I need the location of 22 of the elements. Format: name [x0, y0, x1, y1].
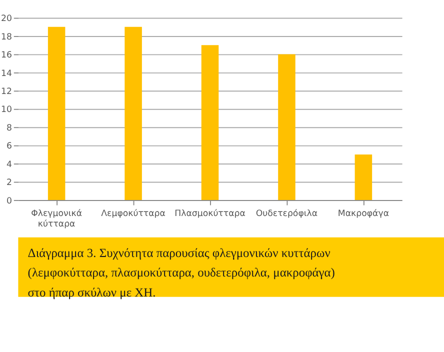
y-tick-label: 20: [1, 14, 12, 24]
y-tick-label: 2: [6, 178, 12, 188]
y-tick-label: 0: [6, 196, 12, 206]
x-tick-label: Μακροφάγα: [338, 208, 390, 219]
x-tick-label: Ουδετερόφιλα: [256, 208, 318, 219]
bar: [201, 45, 219, 200]
y-tick-label: 12: [1, 87, 12, 98]
text: Διάγραμμα 3. Συχνότητα παρουσίας φλεγμονικών κυττάρων (λεμφοκύτταρα, πλασμοκύτταρα, ουδετερόφιλα, μακροφάγα) στο ήπαρ σκύλων με ΧΗ.: [28, 246, 335, 300]
y-tick-label: 8: [6, 123, 12, 134]
bar: [124, 26, 142, 200]
x-tick-label: Πλασμοκύτταρα: [174, 208, 246, 219]
y-tick-label: 16: [1, 50, 12, 61]
y-tick-label: 18: [1, 32, 12, 42]
x-tick-label: Φλεγμονικά κύτταρα: [31, 208, 82, 230]
y-tick-label: 6: [6, 142, 12, 152]
y-tick-label: 4: [6, 160, 12, 170]
bar: [354, 154, 372, 200]
y-tick-label: 14: [1, 68, 12, 79]
bar: [48, 26, 66, 200]
y-tick-label: 10: [1, 105, 12, 116]
bar: [278, 54, 296, 200]
x-tick-label: Λεμφοκύτταρα: [101, 208, 166, 219]
